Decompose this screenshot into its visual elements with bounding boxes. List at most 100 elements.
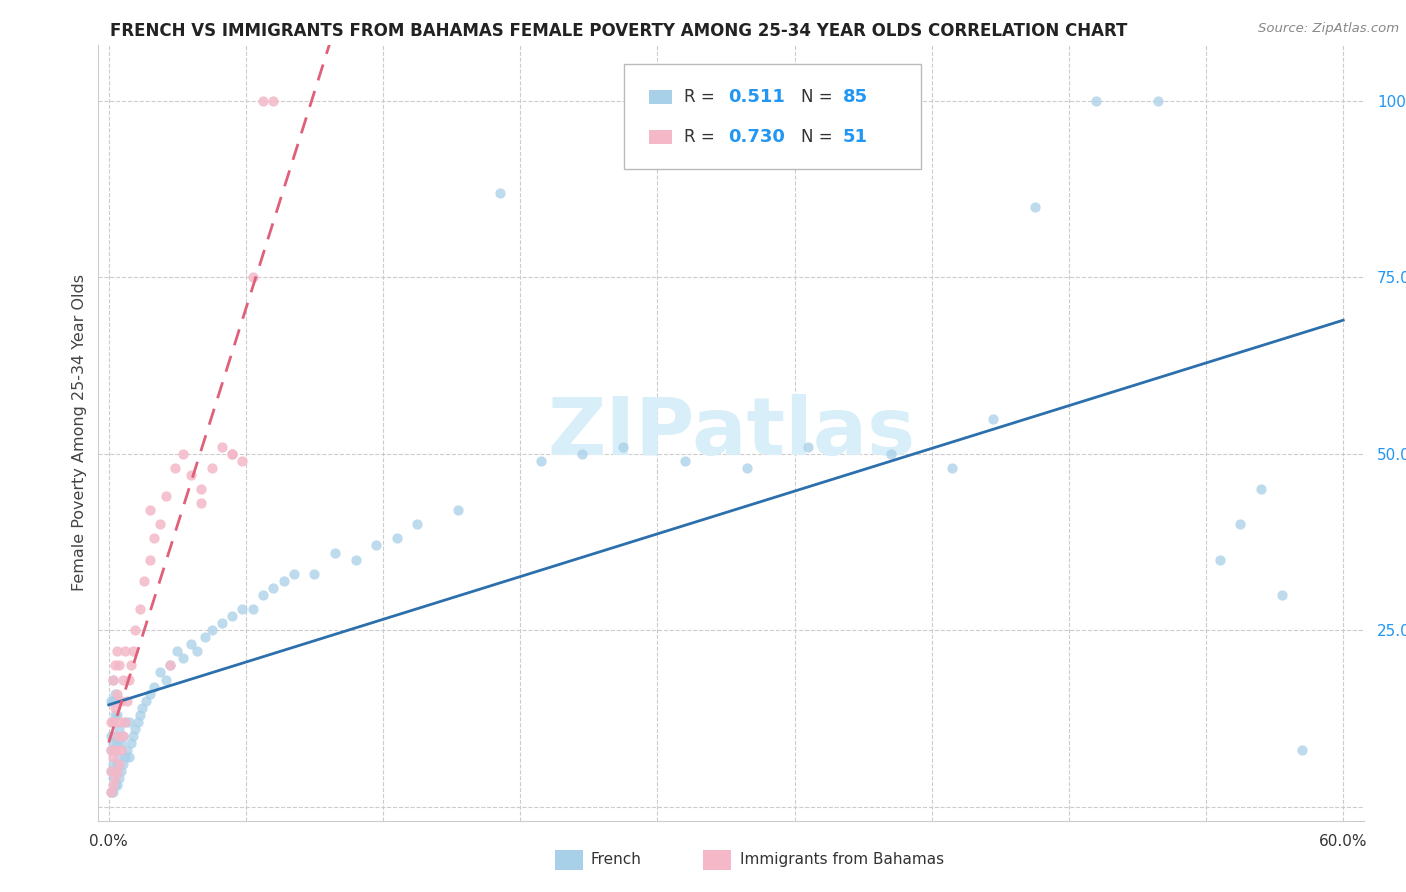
Point — [1209, 552, 1232, 566]
Point — [105, 757, 128, 772]
Point — [114, 714, 136, 729]
Point — [231, 602, 253, 616]
Point — [101, 673, 124, 687]
Point — [118, 673, 141, 687]
Point — [242, 270, 264, 285]
Point — [983, 411, 1005, 425]
Point — [149, 665, 172, 680]
Point — [139, 687, 162, 701]
Point — [118, 750, 141, 764]
Point — [1147, 94, 1170, 108]
Point — [155, 673, 177, 687]
Point — [101, 714, 124, 729]
Text: N =: N = — [800, 87, 838, 105]
Point — [120, 736, 142, 750]
Point — [283, 566, 305, 581]
Point — [155, 489, 177, 503]
Point — [797, 440, 820, 454]
Point — [941, 461, 963, 475]
Point — [100, 743, 122, 757]
Point — [262, 581, 284, 595]
Point — [323, 545, 346, 559]
Point — [304, 566, 326, 581]
Point — [194, 630, 217, 644]
Point — [180, 637, 202, 651]
Point — [273, 574, 295, 588]
Point — [104, 658, 127, 673]
Point — [1024, 200, 1046, 214]
Text: Immigrants from Bahamas: Immigrants from Bahamas — [740, 853, 943, 867]
Point — [447, 503, 470, 517]
Point — [166, 644, 188, 658]
Point — [180, 467, 202, 482]
Point — [211, 616, 233, 631]
Text: 0.730: 0.730 — [728, 128, 786, 146]
Point — [100, 743, 122, 757]
Point — [114, 750, 136, 764]
Point — [112, 729, 135, 743]
Point — [139, 503, 162, 517]
Text: 0.511: 0.511 — [728, 87, 786, 105]
Point — [135, 694, 157, 708]
Point — [104, 707, 127, 722]
Point — [120, 658, 142, 673]
Point — [101, 694, 124, 708]
Point — [128, 707, 150, 722]
Point — [110, 743, 132, 757]
Point — [110, 694, 132, 708]
Text: R =: R = — [685, 128, 720, 146]
Point — [105, 736, 128, 750]
Point — [190, 496, 212, 510]
Point — [104, 743, 127, 757]
Point — [571, 447, 593, 461]
Point — [104, 778, 127, 792]
Point — [122, 644, 145, 658]
FancyBboxPatch shape — [648, 130, 672, 144]
Point — [200, 623, 222, 637]
Point — [104, 743, 127, 757]
Point — [1250, 482, 1272, 496]
Point — [101, 736, 124, 750]
Point — [163, 461, 186, 475]
Point — [104, 687, 127, 701]
Point — [100, 785, 122, 799]
Point — [252, 588, 274, 602]
Point — [101, 785, 124, 799]
Point — [221, 447, 243, 461]
Point — [385, 532, 408, 546]
Point — [112, 673, 135, 687]
Point — [143, 532, 166, 546]
Point — [101, 714, 124, 729]
Point — [186, 644, 208, 658]
Point — [124, 623, 146, 637]
Point — [530, 454, 553, 468]
Point — [101, 778, 124, 792]
Point — [172, 447, 194, 461]
Y-axis label: Female Poverty Among 25-34 Year Olds: Female Poverty Among 25-34 Year Olds — [72, 274, 87, 591]
Point — [139, 552, 162, 566]
Point — [105, 778, 128, 792]
Point — [112, 757, 135, 772]
Point — [105, 707, 128, 722]
Point — [128, 602, 150, 616]
Point — [132, 574, 155, 588]
Point — [100, 764, 122, 779]
Point — [612, 440, 634, 454]
Text: 51: 51 — [842, 128, 868, 146]
Point — [112, 729, 135, 743]
FancyBboxPatch shape — [648, 89, 672, 103]
Point — [114, 714, 136, 729]
Point — [100, 729, 122, 743]
Point — [104, 729, 127, 743]
Point — [124, 722, 146, 736]
Point — [101, 772, 124, 786]
Point — [143, 680, 166, 694]
Point — [673, 454, 696, 468]
Point — [159, 658, 181, 673]
Text: French: French — [591, 853, 641, 867]
Point — [101, 673, 124, 687]
Point — [149, 517, 172, 532]
Point — [172, 651, 194, 665]
Point — [1270, 588, 1292, 602]
Point — [105, 764, 128, 779]
